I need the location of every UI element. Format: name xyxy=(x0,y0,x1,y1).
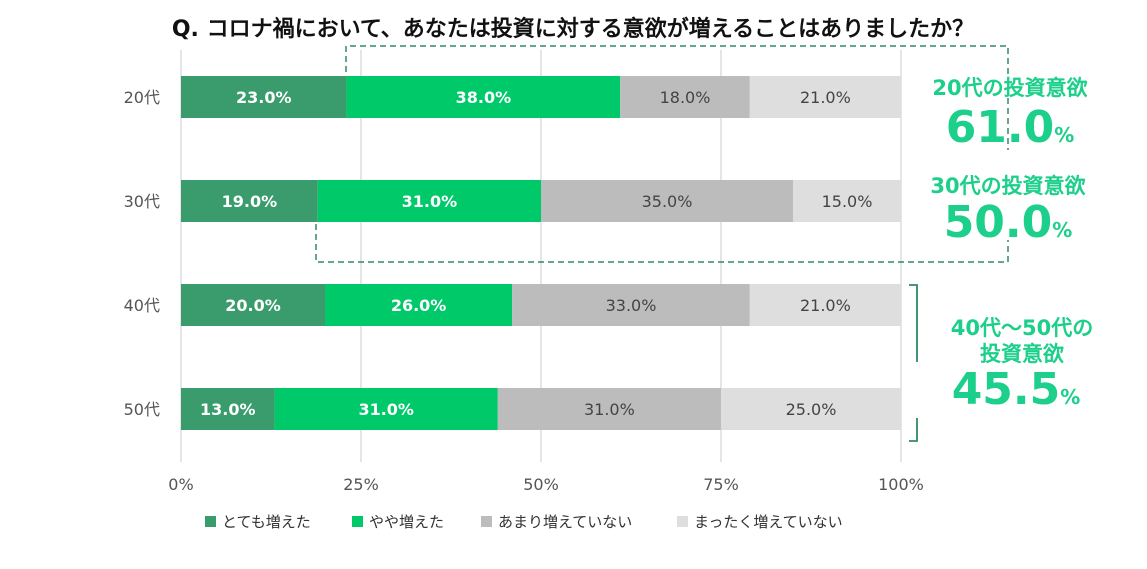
legend-label: やや増えた xyxy=(369,513,444,531)
bar-segment xyxy=(181,180,318,222)
bar-value-label: 21.0% xyxy=(800,296,851,315)
highlight-frame-top xyxy=(345,45,1009,150)
bracket-top xyxy=(909,284,918,362)
bar-value-label: 25.0% xyxy=(786,400,837,419)
bar-segment xyxy=(749,76,901,118)
legend-label: あまり増えていない xyxy=(498,513,632,531)
category-label: 40代 xyxy=(124,296,160,315)
chart-title: Q. コロナ禍において、あなたは投資に対する意欲が増えることはありましたか？ xyxy=(172,16,974,42)
bar-value-label: 19.0% xyxy=(222,192,278,211)
highlight-frame-bottom xyxy=(315,224,1009,263)
callout-value: 61.0% xyxy=(946,102,1075,153)
bar-segment xyxy=(497,388,721,430)
callout-heading: 30代の投資意欲 xyxy=(930,174,1085,198)
bar-value-label: 13.0% xyxy=(200,400,256,419)
bar-value-label: 15.0% xyxy=(822,192,873,211)
legend: とても増えた やや増えた あまり増えていない まったく増えていない xyxy=(205,513,843,531)
callout-value: 45.5% xyxy=(952,364,1081,415)
bar-segment xyxy=(317,180,541,222)
bar-value-label: 20.0% xyxy=(225,296,281,315)
bar-value-label: 18.0% xyxy=(660,88,711,107)
bar-segment xyxy=(274,388,498,430)
legend-label: とても増えた xyxy=(222,513,311,531)
bar-value-label: 38.0% xyxy=(456,88,512,107)
bars xyxy=(181,76,901,430)
bracket-bottom xyxy=(909,418,918,442)
legend-swatch xyxy=(352,516,363,527)
bar-segment xyxy=(181,388,275,430)
x-tick-labels: 0% 25% 50% 75% 100% xyxy=(168,475,924,494)
bar-value-label: 31.0% xyxy=(402,192,458,211)
bar-segment xyxy=(721,388,901,430)
x-tick-label: 0% xyxy=(168,475,193,494)
legend-swatch xyxy=(481,516,492,527)
callout-subheading: 投資意欲 xyxy=(980,342,1064,366)
bar-segment xyxy=(181,284,325,326)
bar-segment xyxy=(325,284,513,326)
x-tick-label: 75% xyxy=(703,475,739,494)
bar-value-label: 26.0% xyxy=(391,296,447,315)
bar-value-label: 35.0% xyxy=(642,192,693,211)
bar-value-label: 31.0% xyxy=(584,400,635,419)
callout-value: 50.0% xyxy=(944,197,1073,248)
x-tick-label: 25% xyxy=(343,475,379,494)
bar-segment xyxy=(181,76,347,118)
bar-segment xyxy=(620,76,750,118)
bar-segment xyxy=(793,180,901,222)
category-label: 50代 xyxy=(124,400,160,419)
bar-segment xyxy=(512,284,750,326)
x-tick-label: 100% xyxy=(878,475,924,494)
legend-label: まったく増えていない xyxy=(694,513,843,531)
bar-segment xyxy=(541,180,793,222)
callout-heading: 40代～50代の xyxy=(951,316,1093,340)
legend-swatch xyxy=(677,516,688,527)
bar-value-label: 21.0% xyxy=(800,88,851,107)
bar-value-label: 23.0% xyxy=(236,88,292,107)
bar-segment xyxy=(346,76,621,118)
category-labels: 20代 30代 40代 50代 xyxy=(124,88,160,419)
legend-swatch xyxy=(205,516,216,527)
bar-value-label: 33.0% xyxy=(606,296,657,315)
category-label: 20代 xyxy=(124,88,160,107)
bar-value-label: 31.0% xyxy=(358,400,414,419)
callout-heading: 20代の投資意欲 xyxy=(932,76,1087,100)
bar-segment xyxy=(749,284,901,326)
bar-value-labels: 23.0% 38.0% 18.0% 21.0% 19.0% 31.0% 35.0% 15.0%… xyxy=(200,88,872,419)
category-label: 30代 xyxy=(124,192,160,211)
x-tick-label: 50% xyxy=(523,475,559,494)
